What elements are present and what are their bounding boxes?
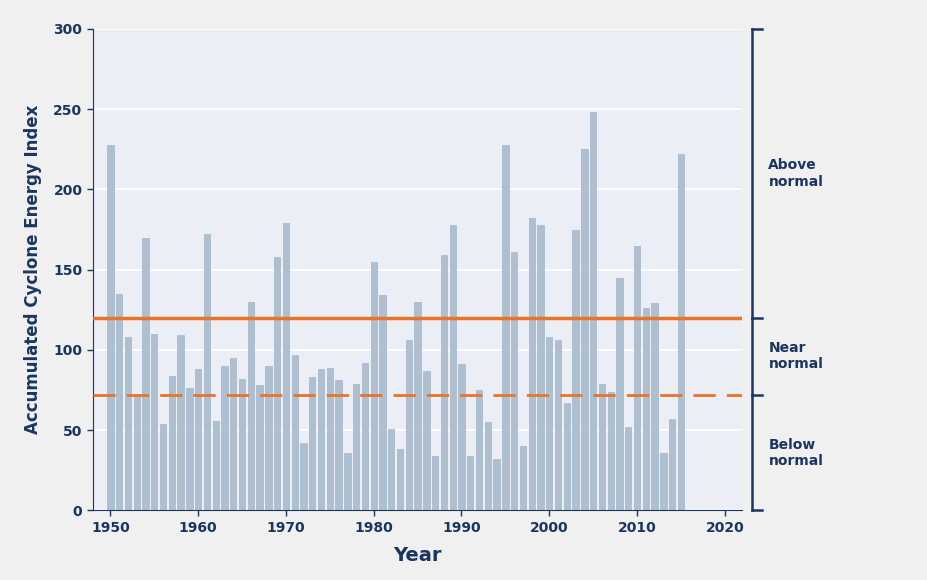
- Bar: [466, 456, 473, 510]
- Bar: [659, 452, 666, 510]
- Bar: [449, 225, 455, 510]
- Bar: [519, 446, 526, 510]
- Bar: [633, 246, 640, 510]
- Bar: [230, 358, 236, 510]
- Bar: [423, 371, 429, 510]
- Bar: [326, 368, 333, 510]
- Bar: [397, 450, 402, 510]
- Bar: [677, 154, 683, 510]
- Bar: [344, 452, 350, 510]
- Bar: [309, 377, 315, 510]
- Bar: [186, 389, 192, 510]
- Bar: [563, 403, 569, 510]
- Bar: [108, 144, 113, 510]
- Bar: [265, 366, 272, 510]
- Bar: [502, 144, 508, 510]
- Bar: [414, 302, 420, 510]
- Bar: [387, 429, 394, 510]
- Bar: [493, 459, 500, 510]
- Bar: [124, 337, 131, 510]
- Bar: [580, 150, 587, 510]
- Bar: [238, 379, 245, 510]
- Bar: [195, 369, 201, 510]
- Bar: [607, 392, 614, 510]
- Bar: [318, 369, 324, 510]
- Bar: [590, 113, 596, 510]
- Bar: [212, 420, 219, 510]
- Bar: [291, 355, 298, 510]
- Text: Near
normal: Near normal: [768, 341, 822, 371]
- Bar: [625, 427, 630, 510]
- Bar: [545, 337, 552, 510]
- Bar: [256, 385, 262, 510]
- Bar: [651, 303, 657, 510]
- Text: Above
normal: Above normal: [768, 158, 822, 188]
- Y-axis label: Accumulated Cyclone Energy Index: Accumulated Cyclone Energy Index: [24, 105, 42, 434]
- Bar: [362, 362, 368, 510]
- Bar: [300, 443, 306, 510]
- Bar: [616, 278, 622, 510]
- Bar: [440, 255, 447, 510]
- Bar: [476, 390, 482, 510]
- Bar: [432, 456, 438, 510]
- Bar: [405, 340, 412, 510]
- Bar: [335, 380, 341, 510]
- Bar: [537, 225, 543, 510]
- Bar: [511, 252, 516, 510]
- Bar: [283, 223, 289, 510]
- Text: Below
normal: Below normal: [768, 437, 822, 467]
- Bar: [572, 230, 578, 510]
- Bar: [159, 424, 166, 510]
- Bar: [352, 383, 359, 510]
- Bar: [204, 234, 210, 510]
- Bar: [116, 293, 122, 510]
- Bar: [484, 422, 490, 510]
- Bar: [379, 295, 386, 510]
- Bar: [221, 366, 227, 510]
- Bar: [169, 376, 175, 510]
- Bar: [133, 395, 140, 510]
- Bar: [598, 383, 604, 510]
- Bar: [554, 340, 561, 510]
- Bar: [642, 308, 648, 510]
- Bar: [458, 364, 464, 510]
- Bar: [370, 262, 376, 510]
- Bar: [248, 302, 254, 510]
- Bar: [273, 257, 280, 510]
- Bar: [142, 238, 148, 510]
- Bar: [668, 419, 675, 510]
- X-axis label: Year: Year: [393, 546, 441, 565]
- Bar: [528, 218, 534, 510]
- Bar: [151, 334, 158, 510]
- Bar: [177, 335, 184, 510]
